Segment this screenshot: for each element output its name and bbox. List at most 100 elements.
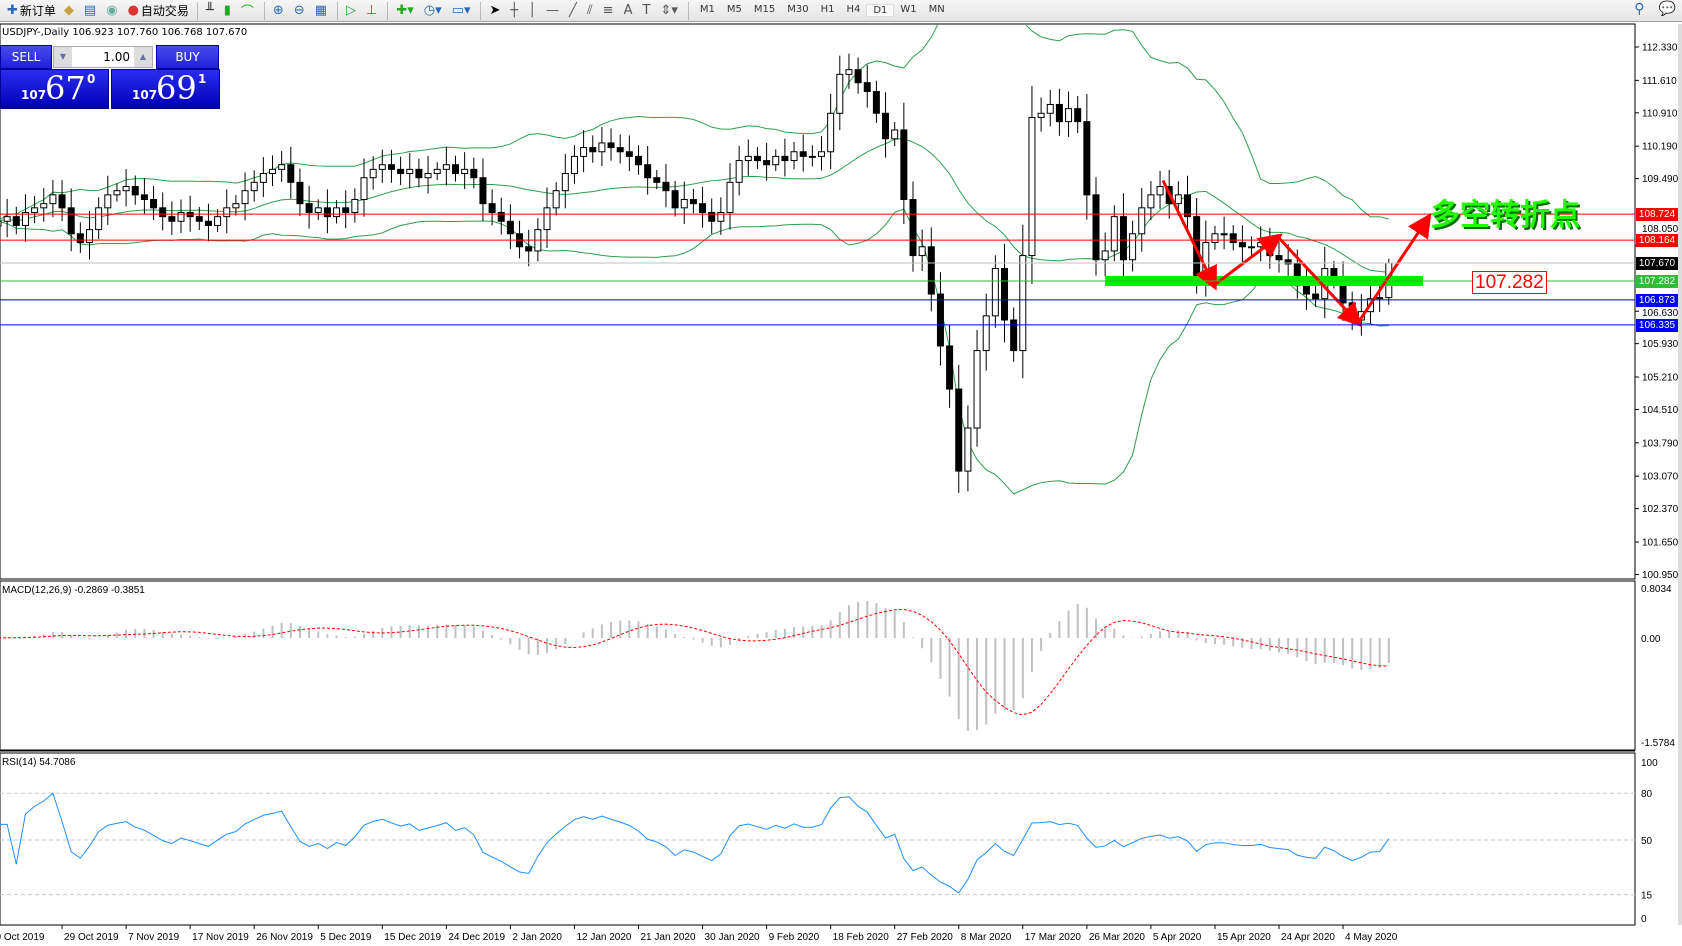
candle <box>259 157 267 198</box>
horizontal-line-button[interactable]: — <box>543 1 564 21</box>
bar-chart-button[interactable]: ╨ <box>203 1 219 21</box>
chart-shift-icon: ⊥ <box>366 3 378 18</box>
cursor-button[interactable]: ➤ <box>486 1 505 21</box>
zoom-out-button[interactable]: ⊖ <box>291 1 310 21</box>
text-label-button[interactable]: T <box>639 1 655 21</box>
zoom-in-button[interactable]: ⊕ <box>270 1 289 21</box>
tile-windows-button[interactable]: ▦ <box>312 1 332 21</box>
line-chart-button[interactable]: ⌒ <box>238 1 259 21</box>
candle-body <box>1257 242 1265 248</box>
timeframe-h4[interactable]: H4 <box>846 4 861 15</box>
timeframe-m5[interactable]: M5 <box>726 4 742 15</box>
candle <box>753 147 761 169</box>
candle <box>872 80 880 123</box>
candle <box>1119 193 1127 281</box>
date-label: 12 Jan 2020 <box>576 932 631 943</box>
candle <box>397 156 405 185</box>
candle <box>250 170 258 202</box>
candle <box>1238 225 1246 263</box>
indicators-button[interactable]: ✚▾ <box>393 1 418 21</box>
candle <box>973 329 981 447</box>
candle-body <box>1312 293 1320 300</box>
candle-body <box>159 207 167 218</box>
rsi-line <box>0 792 1390 894</box>
candle-body <box>323 207 331 218</box>
scrollbar <box>1678 24 1682 925</box>
arrows-button[interactable]: ⇕▾ <box>657 1 682 21</box>
candle <box>570 144 578 184</box>
vertical-line-button[interactable]: │ <box>525 1 541 21</box>
buy-button[interactable]: BUY <box>156 45 219 69</box>
candle <box>964 405 972 492</box>
timeframe-h1[interactable]: H1 <box>820 4 835 15</box>
timeframe-w1[interactable]: W1 <box>900 4 917 15</box>
lot-size-stepper[interactable]: ▼ 1.00 ▲ <box>53 46 153 68</box>
candle <box>387 149 395 183</box>
candle-body <box>570 155 578 175</box>
candle-body <box>982 315 990 352</box>
candle <box>991 255 999 328</box>
candle <box>845 53 853 89</box>
candle <box>1001 243 1008 343</box>
new-order-button[interactable]: ✚ 新订单 <box>4 1 59 21</box>
candle-body <box>625 151 633 157</box>
candle-body <box>936 293 944 347</box>
data-window-button[interactable]: ▤ <box>81 1 101 21</box>
text-button[interactable]: A <box>621 1 638 21</box>
candle <box>1211 225 1219 250</box>
crosshair-button[interactable]: ┼ <box>507 1 523 21</box>
chart-shift-button[interactable]: ⊥ <box>363 1 382 21</box>
fibonacci-button[interactable]: ≡ <box>600 1 619 21</box>
decrease-lot-button[interactable]: ▼ <box>54 47 72 67</box>
zigzag-arrow <box>1213 233 1283 287</box>
candle <box>891 121 899 146</box>
timeframe-d1[interactable]: D1 <box>866 4 895 17</box>
candle-body <box>1110 216 1118 252</box>
templates-button[interactable]: ▭▾ <box>449 1 476 21</box>
candle <box>0 220 2 227</box>
search-icon[interactable]: ⚲ <box>1634 1 1645 17</box>
buy-price[interactable]: 107 69 1 <box>111 69 220 109</box>
candle <box>214 209 222 233</box>
autoscroll-button[interactable]: ▷ <box>343 1 361 21</box>
date-label: 15 Dec 2019 <box>384 932 441 943</box>
crosshair-icon: ┼ <box>510 3 519 18</box>
timeframe-mn[interactable]: MN <box>928 4 945 15</box>
date-label: 9 Feb 2020 <box>769 932 820 943</box>
candle-body <box>909 198 917 257</box>
increase-lot-button[interactable]: ▲ <box>134 47 152 67</box>
timeframe-m15[interactable]: M15 <box>753 4 776 15</box>
separator <box>687 1 689 20</box>
candle <box>168 201 176 235</box>
equidistant-channel-button[interactable]: ⫽ <box>584 1 598 21</box>
candle-body <box>113 190 121 196</box>
signal-button[interactable]: ◉ <box>103 1 122 21</box>
market-watch-button[interactable]: ◆ <box>61 1 79 21</box>
candlestick-button[interactable]: ▮ <box>221 1 236 21</box>
candle <box>1138 187 1146 252</box>
trendline-button[interactable]: ╱ <box>566 1 582 21</box>
candle <box>269 155 276 187</box>
timeframe-m30[interactable]: M30 <box>787 4 809 15</box>
candle-body <box>461 168 469 175</box>
candle-body <box>1284 259 1292 265</box>
trendline-icon: ╱ <box>569 3 577 18</box>
separator <box>196 1 198 20</box>
candle-body <box>872 90 880 114</box>
sell-button[interactable]: SELL <box>0 45 52 69</box>
candle-body <box>598 142 606 153</box>
auto-trading-button[interactable]: ● 自动交易 <box>125 1 192 21</box>
timeframe-m1[interactable]: M1 <box>699 4 715 15</box>
candle <box>616 134 624 164</box>
candle <box>543 187 551 248</box>
candle <box>927 227 935 312</box>
sell-price[interactable]: 107 67 0 <box>0 69 109 109</box>
periods-button[interactable]: ◷▾ <box>421 1 447 21</box>
lot-size-input[interactable]: 1.00 <box>72 47 134 67</box>
candle-body <box>452 164 459 175</box>
candle-body <box>918 246 926 257</box>
chat-icon[interactable]: 💬 <box>1658 1 1676 17</box>
candle <box>49 179 57 218</box>
price-tick-label: 101.650 <box>1642 538 1679 549</box>
